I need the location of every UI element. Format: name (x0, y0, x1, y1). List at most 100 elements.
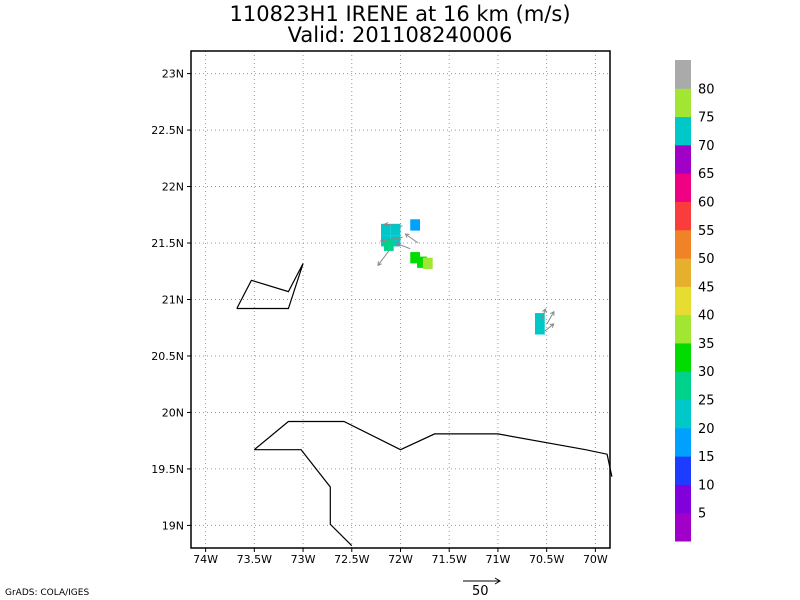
wind-vector-head (549, 323, 555, 328)
wind-vector-shaft (546, 311, 555, 325)
x-tick-label: 71W (486, 553, 511, 566)
reference-vector-label: 50 (472, 584, 489, 599)
y-tick-label: 22.5N (151, 124, 184, 137)
coastlines (236, 263, 613, 547)
footer-credit: GrADS: COLA/IGES (5, 588, 90, 598)
wind-vector (546, 310, 555, 325)
colorbar-segment (675, 201, 691, 231)
grid-lines (191, 51, 610, 548)
colorbar-label: 60 (698, 195, 715, 210)
x-tick-label: 72W (388, 553, 413, 566)
colorbar-segment (675, 229, 691, 259)
x-tick-label: 73.5W (237, 553, 272, 566)
colorbar-segment (675, 456, 691, 485)
wind-speed-cells (381, 219, 545, 335)
colorbar-segment (675, 286, 691, 316)
colorbar-segment (675, 60, 691, 89)
x-tick-label: 71.5W (432, 553, 467, 566)
colorbar-segment (675, 484, 691, 514)
map-valid-time: Valid: 201108240006 (287, 23, 513, 47)
wind-vector-shaft (380, 236, 403, 242)
coastline (236, 263, 304, 310)
colorbar-segment (675, 116, 691, 146)
wind-vector (541, 308, 547, 320)
wind-vector-head (377, 261, 382, 267)
colorbar-label: 35 (698, 337, 715, 352)
wind-cell (534, 323, 545, 335)
longitude-axis: 74W 73.5W 73W 72.5W 72W 71.5W 71W 70.5W 70W (193, 548, 608, 566)
wind-cell (417, 256, 427, 268)
colorbar-label: 30 (698, 365, 715, 380)
colorbar-label: 50 (698, 252, 715, 267)
wind-vector-head (542, 308, 547, 314)
x-tick-label: 70W (583, 553, 608, 566)
wind-vector-shaft (544, 323, 555, 332)
x-tick-label: 73W (291, 553, 316, 566)
wind-cell (390, 235, 401, 247)
colorbar-label: 70 (698, 139, 715, 154)
wind-vector-head (383, 222, 389, 228)
wind-cell (410, 252, 420, 264)
colorbar-segment (675, 144, 691, 174)
x-tick-label: 70.5W (529, 553, 564, 566)
colorbar-label: 55 (698, 224, 715, 239)
colorbar-label: 45 (698, 280, 715, 295)
wind-vector-head (394, 242, 400, 247)
colorbar-label: 40 (698, 309, 715, 324)
reference-vector-head (494, 577, 501, 585)
y-tick-label: 19.5N (151, 463, 184, 476)
wind-vector-head (379, 237, 385, 243)
y-tick-label: 19N (162, 519, 184, 532)
wind-vector-head (404, 233, 410, 238)
y-tick-label: 21.5N (151, 237, 184, 250)
y-tick-label: 22N (162, 181, 184, 194)
wind-vector (383, 222, 403, 228)
wind-cell (410, 219, 420, 231)
colorbar: 5 10 15 20 25 30 35 40 45 50 55 60 65 70 75 80 (675, 60, 715, 542)
colorbar-label: 15 (698, 450, 715, 465)
wind-vector-shaft (384, 223, 403, 227)
colorbar-label: 65 (698, 167, 715, 182)
wind-cell (534, 313, 545, 325)
colorbar-label: 75 (698, 111, 715, 126)
wind-vector (404, 233, 419, 244)
wind-vector-shaft (395, 242, 411, 250)
wind-cell (383, 239, 394, 251)
colorbar-label: 80 (698, 82, 715, 97)
wind-cell (422, 257, 433, 270)
coastline (253, 420, 613, 477)
x-tick-label: 72.5W (334, 553, 369, 566)
colorbar-segment (675, 399, 691, 429)
wind-vector-shaft (377, 250, 390, 266)
map-title: 110823H1 IRENE at 16 km (m/s) (229, 2, 571, 26)
y-tick-label: 20.5N (151, 350, 184, 363)
wind-vector-shaft (405, 233, 419, 244)
colorbar-label: 25 (698, 394, 715, 409)
y-tick-label: 20N (162, 406, 184, 419)
colorbar-segment (675, 371, 691, 401)
colorbar-segment (675, 427, 691, 457)
colorbar-label: 20 (698, 422, 715, 437)
colorbar-segment (675, 512, 691, 542)
y-tick-label: 23N (162, 68, 184, 81)
wind-vector (379, 236, 403, 243)
wind-vector (544, 323, 555, 332)
colorbar-segment (675, 173, 691, 202)
wind-vector (377, 250, 390, 267)
colorbar-segment (675, 258, 691, 287)
wind-vector (394, 242, 411, 250)
y-tick-label: 21N (162, 294, 184, 307)
reference-vector-arrow (463, 577, 501, 585)
wind-cell (390, 223, 401, 236)
x-tick-label: 74W (193, 553, 218, 566)
colorbar-label: 5 (698, 507, 706, 522)
coastline (254, 449, 353, 547)
colorbar-segment (675, 88, 691, 118)
colorbar-segment (675, 342, 691, 372)
wind-vectors (377, 222, 555, 332)
wind-vector-head (550, 310, 555, 316)
colorbar-segment (675, 314, 691, 344)
colorbar-label: 10 (698, 478, 715, 493)
wind-cell (381, 223, 391, 236)
